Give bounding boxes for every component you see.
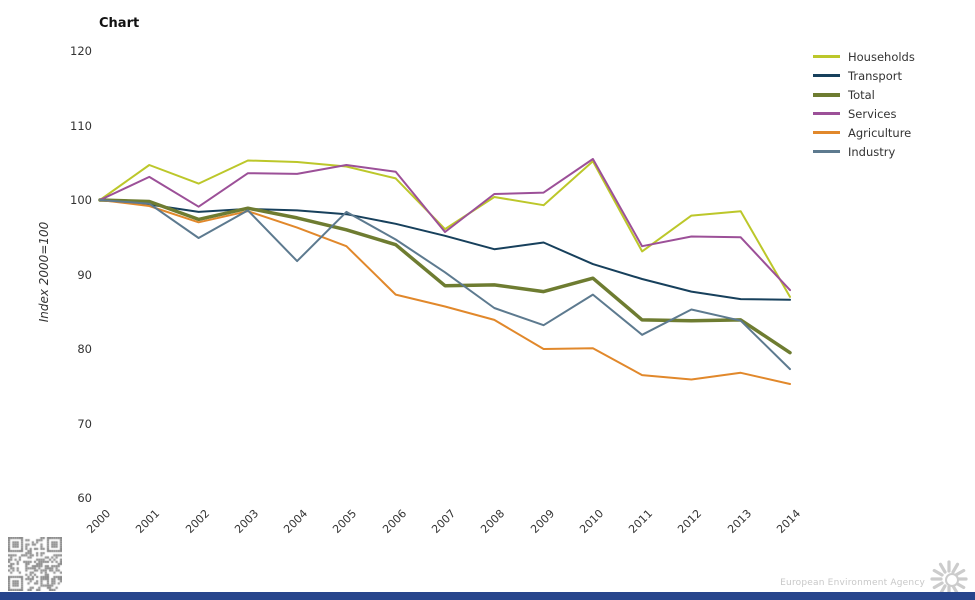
legend-swatch-industry [813,150,840,153]
chart-title: Chart [99,16,140,31]
legend-swatch-total [813,92,840,97]
series-line-services [99,158,791,292]
legend-swatch-agriculture [813,131,840,134]
y-tick-label-110: 110 [70,118,92,133]
series-line-households [99,159,791,298]
logo-ray [938,562,947,574]
logo-ray [932,581,944,590]
logo-ray [932,568,944,577]
legend-item-services[interactable]: Services [813,104,915,123]
legend-item-total[interactable]: Total [813,85,915,104]
legend-item-industry[interactable]: Industry [813,142,915,161]
series-line-industry [99,199,791,371]
legend-label-agriculture: Agriculture [848,125,912,140]
y-tick-label-60: 60 [77,491,92,505]
legend-swatch-services [813,112,840,115]
legend-item-agriculture[interactable]: Agriculture [813,123,915,142]
legend-label-households: Households [848,49,915,64]
y-tick-label-70: 70 [77,416,92,431]
logo-ray [951,562,960,574]
legend-label-services: Services [848,106,897,121]
legend-swatch-transport [813,74,840,77]
y-tick-label-120: 120 [70,44,92,58]
series-line-agriculture [99,199,791,385]
legend-item-households[interactable]: Households [813,47,915,66]
y-tick-label-90: 90 [77,267,92,282]
legend-label-transport: Transport [848,68,902,83]
legend-swatch-households [813,55,840,58]
legend-label-total: Total [848,87,875,102]
y-tick-label-100: 100 [70,193,92,207]
y-tick-label-80: 80 [77,342,92,356]
series-line-total [98,198,792,355]
logo-ray [954,568,966,577]
eea-sunburst-logo [930,560,968,598]
qr-code [8,537,62,591]
legend-item-transport[interactable]: Transport [813,66,915,85]
bottom-bar [0,592,975,600]
legend-label-industry: Industry [848,144,896,159]
footer-agency-label: European Environment Agency [780,578,925,588]
legend: Households Transport Total Services Agricult… [813,47,915,161]
series-line-transport [99,199,791,301]
logo-sun-disc [945,573,959,587]
